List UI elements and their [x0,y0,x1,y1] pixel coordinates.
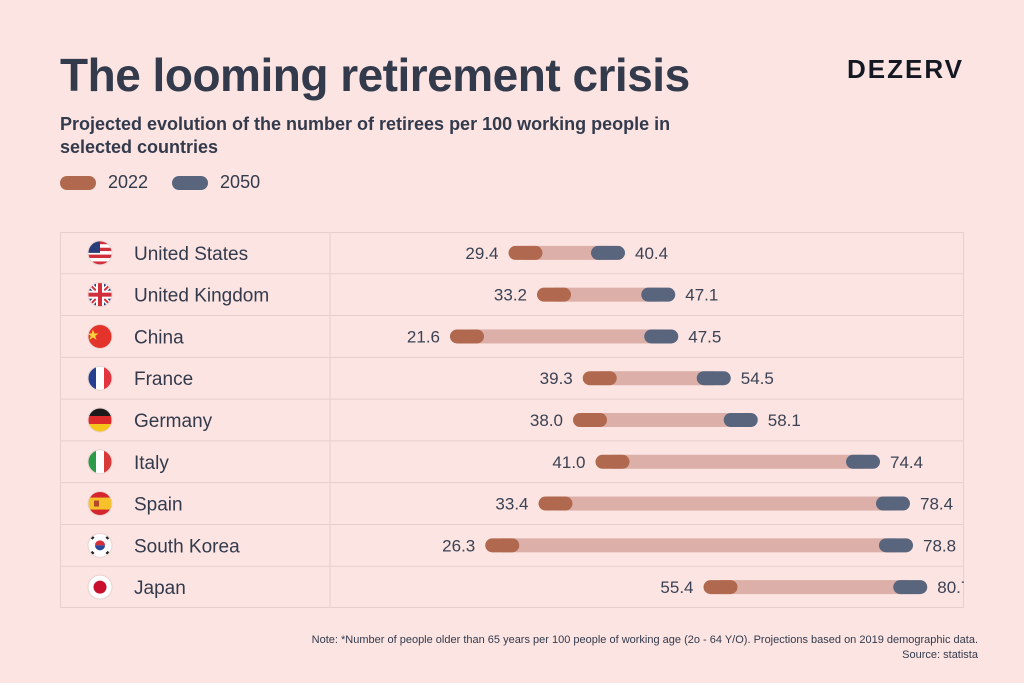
value-label-2050: 47.5 [688,327,721,346]
germany-flag-icon [87,407,113,433]
connector-bar [720,580,911,595]
category-label: Spain [134,495,183,516]
china-flag-icon [87,323,113,349]
point-2022 [538,496,573,511]
legend: 2022 2050 [60,172,284,193]
connector-bar [525,245,608,260]
legend-swatch-2050 [172,175,209,190]
point-2050 [846,454,880,469]
dumbbell-chart: United States 29.4 40.4 United Kingdom 33.2 4… [60,232,964,608]
point-2022 [595,454,630,469]
chart-row: Germany 38.0 58.1 [87,407,801,433]
chart-frame [60,232,964,608]
category-label: Italy [134,453,169,474]
category-label: Germany [134,411,213,432]
point-2022 [582,371,617,386]
value-label-2022: 41.0 [552,453,585,472]
chart-row: South Korea 26.3 78.8 [87,532,956,558]
value-label-2022: 55.4 [660,578,693,597]
chart-area: United States 29.4 40.4 United Kingdom 33.2 4… [60,232,964,608]
legend-item-2050: 2050 [172,172,260,193]
footnote: Note: *Number of people older than 65 ye… [312,633,978,663]
value-label-2022: 39.3 [540,369,573,388]
point-2050 [641,287,676,302]
italy-flag-icon [87,449,113,475]
point-2022 [537,287,571,302]
point-2050 [644,329,679,344]
point-2050 [876,496,910,511]
value-label-2050: 47.1 [685,286,718,305]
category-label: China [134,327,184,348]
point-2022 [485,538,520,553]
point-2050 [696,371,731,386]
value-label-2022: 33.4 [495,495,528,514]
value-label-2022: 29.4 [465,244,498,263]
connector-bar [467,329,662,344]
chart-subtitle: Projected evolution of the number of ret… [60,114,671,157]
value-label-2050: 78.4 [920,495,953,514]
footnote-source: Source: statista [902,649,978,661]
value-label-2022: 38.0 [530,411,563,430]
uk-flag-icon [87,282,113,308]
category-label: United Kingdom [134,286,269,307]
value-label-2050: 54.5 [741,369,774,388]
point-2050 [879,538,913,553]
chart-row: United States 29.4 40.4 [87,240,668,266]
us-flag-icon [87,240,113,266]
japan-flag-icon [87,574,113,600]
connector-bar [612,454,863,469]
connector-bar [502,538,896,553]
legend-item-2022: 2022 [60,172,148,193]
chart-title: The looming retirement crisis [60,49,690,101]
point-2022 [573,413,607,427]
point-2022 [508,245,543,260]
point-2050 [723,413,758,427]
value-label-2050: 40.4 [635,244,668,263]
category-label: France [134,369,193,390]
spain-flag-icon [87,491,113,517]
south-korea-flag-icon [87,532,113,558]
footnote-note: Note: *Number of people older than 65 ye… [311,634,978,646]
connector-bar [554,287,659,302]
chart-row: China 21.6 47.5 [87,323,721,349]
chart-row: Italy 41.0 74.4 [87,449,923,475]
category-label: South Korea [134,536,240,557]
value-label-2050: 78.8 [923,536,956,555]
brand-logo: DEZERV [847,54,964,84]
legend-label-2022: 2022 [108,172,149,192]
category-label: Japan [134,578,186,599]
point-2050 [591,245,625,260]
chart-row: Spain 33.4 78.4 [87,491,953,517]
point-2022 [450,329,484,344]
value-label-2050: 80.7 [937,578,964,597]
legend-label-2050: 2050 [220,172,261,192]
connector-bar [555,496,893,511]
value-label-2050: 58.1 [768,411,801,430]
france-flag-icon [87,365,113,391]
value-label-2022: 33.2 [494,286,527,305]
point-2050 [893,580,928,595]
point-2022 [703,580,738,595]
category-label: United States [134,244,248,265]
connector-bar [590,413,741,427]
legend-swatch-2022 [60,175,96,190]
chart-row: Japan 55.4 80.7 [87,574,964,600]
value-label-2022: 21.6 [407,327,440,346]
connector-bar [599,371,714,386]
value-label-2050: 74.4 [890,453,923,472]
value-label-2022: 26.3 [442,536,475,555]
chart-row: United Kingdom 33.2 47.1 [87,282,718,308]
chart-row: France 39.3 54.5 [87,365,774,391]
